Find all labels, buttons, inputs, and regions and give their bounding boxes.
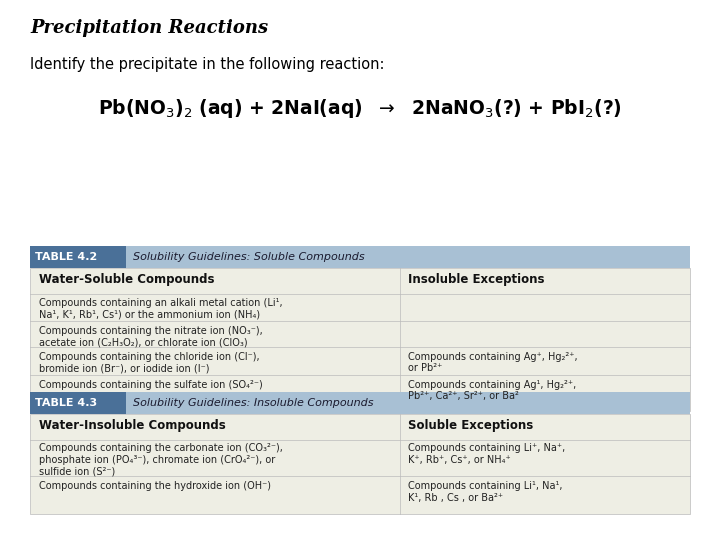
Text: Identify the precipitate in the following reaction:: Identify the precipitate in the followin… (30, 57, 384, 72)
Text: Precipitation Reactions: Precipitation Reactions (30, 19, 268, 37)
Text: TABLE 4.2: TABLE 4.2 (35, 252, 97, 262)
Text: Compounds containing Ag⁺, Hg₂²⁺,
or Pb²⁺: Compounds containing Ag⁺, Hg₂²⁺, or Pb²⁺ (408, 352, 578, 373)
Text: Pb(NO$_3$)$_2$ (aq) + 2NaI(aq)  $\rightarrow$  2NaNO$_3$(?) + PbI$_2$(?): Pb(NO$_3$)$_2$ (aq) + 2NaI(aq) $\rightar… (98, 97, 622, 120)
Bar (30, 246, 126, 268)
Text: Compounds containing an alkali metal cation (Li¹,
Na¹, K¹, Rb¹, Cs¹) or the ammo: Compounds containing an alkali metal cat… (39, 298, 282, 319)
Text: Compounds containing the chloride ion (Cl⁻),
bromide ion (Br⁻), or iodide ion (I: Compounds containing the chloride ion (C… (39, 352, 259, 373)
Text: Compounds containing the nitrate ion (NO₃⁻),
acetate ion (C₂H₃O₂), or chlorate i: Compounds containing the nitrate ion (NO… (39, 326, 262, 347)
Bar (30, 268, 690, 411)
Text: Water-Soluble Compounds: Water-Soluble Compounds (39, 273, 214, 286)
Text: TABLE 4.3: TABLE 4.3 (35, 398, 97, 408)
Text: Compounds containing the carbonate ion (CO₃²⁻),
phosphate ion (PO₄³⁻), chromate : Compounds containing the carbonate ion (… (39, 443, 282, 476)
Bar (30, 392, 126, 414)
Text: Soluble Exceptions: Soluble Exceptions (408, 418, 534, 431)
Bar (126, 246, 690, 268)
Text: Compounds containing Li⁺, Na⁺,
K⁺, Rb⁺, Cs⁺, or NH₄⁺: Compounds containing Li⁺, Na⁺, K⁺, Rb⁺, … (408, 443, 565, 465)
Text: Compounds containing the hydroxide ion (OH⁻): Compounds containing the hydroxide ion (… (39, 481, 271, 491)
Bar (30, 414, 690, 514)
Bar (126, 392, 690, 414)
Text: Compounds containing Ag¹, Hg₂²⁺,
Pb²⁺, Ca²⁺, Sr²⁺, or Ba²: Compounds containing Ag¹, Hg₂²⁺, Pb²⁺, C… (408, 380, 577, 401)
Text: Insoluble Exceptions: Insoluble Exceptions (408, 273, 545, 286)
Text: Solubility Guidelines: Soluble Compounds: Solubility Guidelines: Soluble Compounds (133, 252, 364, 262)
Text: Compounds containing the sulfate ion (SO₄²⁻): Compounds containing the sulfate ion (SO… (39, 380, 262, 389)
Text: Compounds containing Li¹, Na¹,
K¹, Rb , Cs , or Ba²⁺: Compounds containing Li¹, Na¹, K¹, Rb , … (408, 481, 563, 503)
Text: Solubility Guidelines: Insoluble Compounds: Solubility Guidelines: Insoluble Compoun… (133, 398, 374, 408)
Text: Water-Insoluble Compounds: Water-Insoluble Compounds (39, 418, 225, 431)
